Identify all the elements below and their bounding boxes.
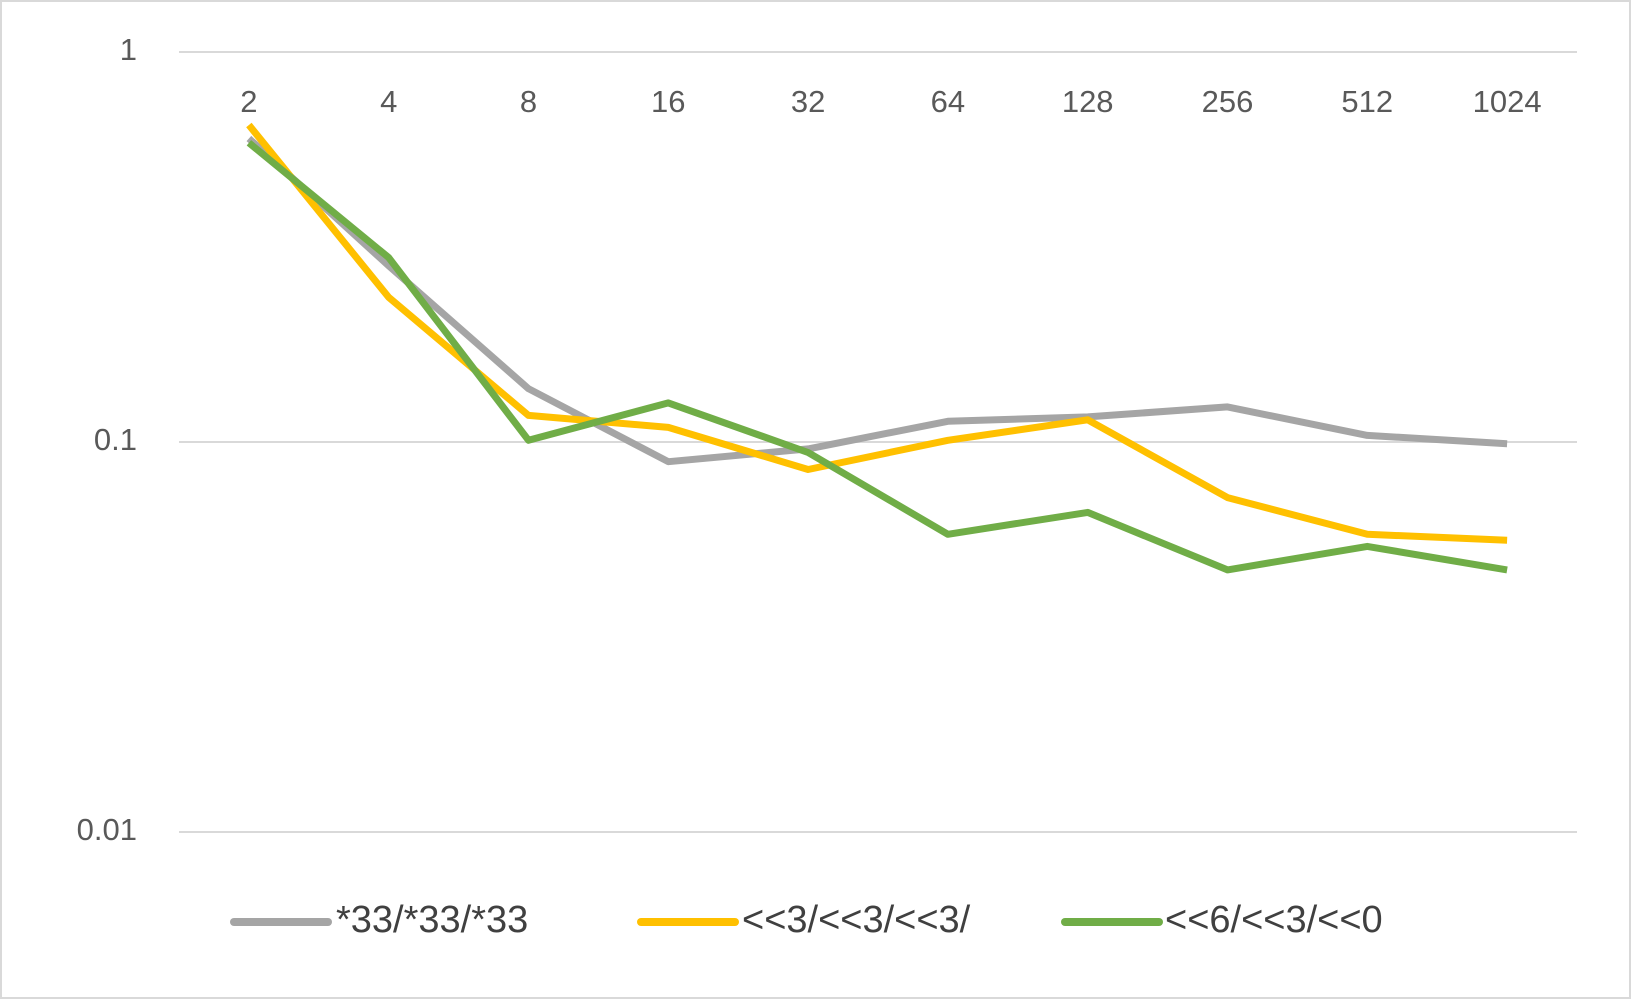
legend-label: <<3/<<3/<<3/ <box>742 899 971 941</box>
x-tick-label: 2 <box>240 84 257 119</box>
x-tick-label: 512 <box>1341 84 1393 119</box>
x-tick-label: 128 <box>1062 84 1114 119</box>
series-line <box>246 135 1508 466</box>
x-tick-label: 32 <box>791 84 825 119</box>
y-tick-label: 0.1 <box>94 422 137 457</box>
y-tick-label: 0.01 <box>77 812 137 847</box>
x-tick-label: 1024 <box>1473 84 1542 119</box>
x-tick-label: 8 <box>520 84 537 119</box>
series-line <box>246 140 1508 574</box>
series-line <box>246 122 1508 544</box>
x-tick-label: 16 <box>651 84 685 119</box>
legend-label: <<6/<<3/<<0 <box>1165 899 1383 941</box>
legend-label: *33/*33/*33 <box>336 899 528 941</box>
x-tick-label: 256 <box>1202 84 1254 119</box>
y-tick-label: 1 <box>120 32 137 67</box>
x-tick-label: 64 <box>931 84 965 119</box>
x-tick-label: 4 <box>380 84 397 119</box>
